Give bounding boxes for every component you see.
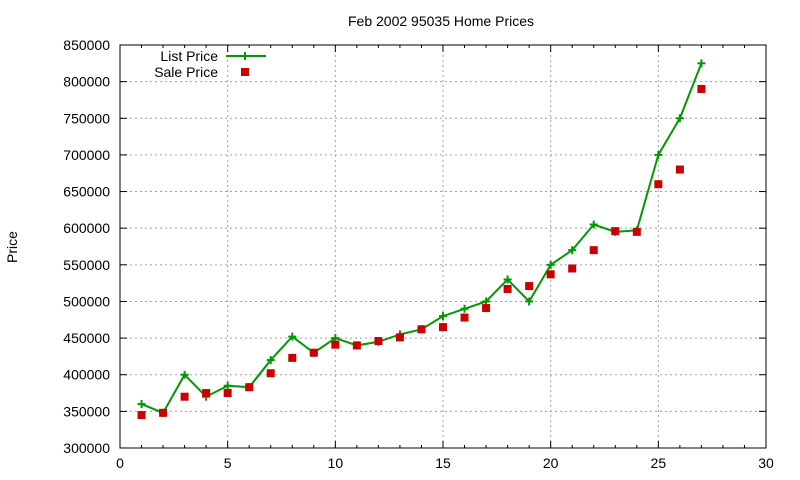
- series-line-list-price: [141, 62, 703, 415]
- data-point-sale-price: [632, 227, 641, 236]
- y-tick-label: 350000: [63, 403, 110, 419]
- x-tick-label: 20: [543, 455, 559, 471]
- data-point-sale-price: [331, 340, 340, 349]
- data-point-sale-price: [288, 353, 297, 362]
- legend-label: Sale Price: [154, 64, 218, 80]
- plot-frame: [119, 44, 767, 449]
- y-tick-label: 700000: [63, 147, 110, 163]
- y-axis-title: Price: [4, 231, 20, 263]
- y-tick-label: 800000: [63, 74, 110, 90]
- y-tick-label: 600000: [63, 220, 110, 236]
- y-tick-label: 650000: [63, 184, 110, 200]
- data-point-list-price: [589, 220, 598, 229]
- data-point-list-price: [266, 356, 275, 365]
- data-point-sale-price: [568, 264, 577, 273]
- x-tick-label: 0: [116, 455, 124, 471]
- data-point-sale-price: [482, 304, 491, 313]
- data-point-sale-price: [675, 165, 684, 174]
- data-point-list-price: [223, 381, 232, 390]
- data-point-sale-price: [223, 389, 232, 398]
- y-tick-label: 750000: [63, 110, 110, 126]
- data-point-sale-price: [439, 323, 447, 332]
- data-point-sale-price: [417, 325, 426, 334]
- data-point-list-price: [654, 150, 663, 159]
- data-point-sale-price: [159, 408, 168, 417]
- data-point-list-price: [460, 304, 469, 313]
- data-point-list-price: [137, 400, 146, 409]
- series: [137, 59, 706, 420]
- data-point-sale-price: [503, 284, 512, 293]
- chart-title: Feb 2002 95035 Home Prices: [348, 13, 534, 29]
- data-point-list-price: [439, 312, 447, 321]
- y-tick-label: 450000: [63, 330, 110, 346]
- data-point-sale-price: [589, 246, 598, 255]
- data-point-list-price: [675, 114, 684, 123]
- data-point-sale-price: [697, 84, 706, 93]
- axes: 300000 350000 400000 450000 500000 550000 6000…: [63, 37, 774, 471]
- x-tick-label: 25: [651, 455, 667, 471]
- data-point-list-price: [503, 275, 512, 284]
- legend-label: List Price: [160, 48, 218, 64]
- data-point-sale-price: [309, 348, 318, 357]
- grid: [120, 45, 766, 448]
- data-point-sale-price: [266, 369, 275, 378]
- legend-marker-sale-price: [241, 68, 249, 76]
- y-tick-label: 300000: [63, 440, 110, 456]
- data-point-list-price: [525, 297, 534, 306]
- x-tick-label: 5: [224, 455, 232, 471]
- y-tick-label: 500000: [63, 293, 110, 309]
- y-tick-label: 850000: [63, 37, 110, 53]
- data-point-sale-price: [352, 341, 361, 350]
- data-point-sale-price: [654, 180, 663, 189]
- data-point-list-price: [697, 59, 706, 68]
- x-tick-label: 15: [435, 455, 451, 471]
- data-point-list-price: [546, 260, 555, 269]
- data-point-sale-price: [180, 392, 189, 401]
- data-point-list-price: [180, 370, 189, 379]
- x-tick-label: 30: [758, 455, 774, 471]
- y-tick-label: 550000: [63, 257, 110, 273]
- data-point-list-price: [288, 332, 297, 341]
- data-point-sale-price: [525, 282, 534, 291]
- data-point-sale-price: [611, 227, 620, 236]
- data-point-sale-price: [245, 383, 254, 392]
- data-point-sale-price: [395, 333, 404, 342]
- data-point-sale-price: [202, 389, 211, 398]
- data-point-sale-price: [137, 411, 146, 420]
- data-point-list-price: [568, 246, 577, 255]
- y-tick-label: 400000: [63, 367, 110, 383]
- data-point-sale-price: [460, 313, 469, 322]
- data-point-sale-price: [546, 270, 555, 279]
- data-point-sale-price: [374, 337, 383, 346]
- x-tick-label: 10: [328, 455, 344, 471]
